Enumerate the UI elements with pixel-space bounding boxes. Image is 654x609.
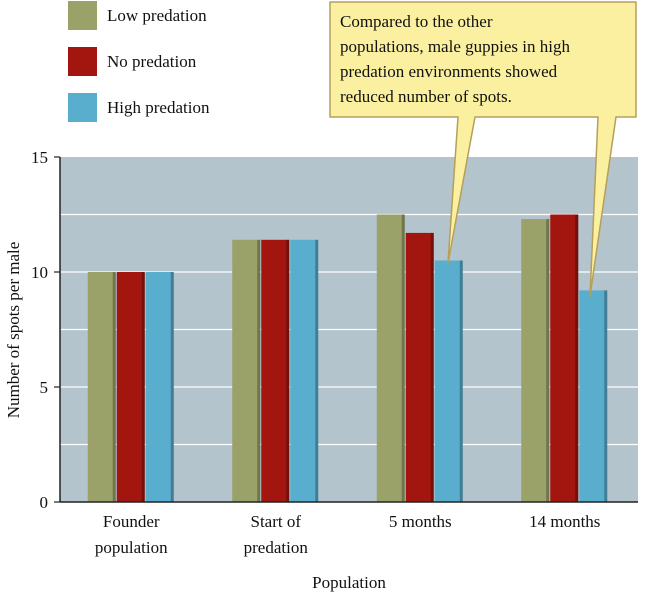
- bar: [232, 239, 261, 503]
- x-tick-label: Founder population: [95, 512, 168, 557]
- bar: [521, 219, 550, 502]
- callout-box: [329, 1, 637, 297]
- y-tick-label: 10: [31, 263, 48, 282]
- bar: [376, 214, 405, 502]
- bar: [405, 232, 434, 502]
- bar: [434, 260, 463, 502]
- legend-label: High predation: [107, 98, 210, 117]
- bar: [550, 214, 579, 502]
- legend: Low predation No predation High predation: [68, 1, 210, 122]
- callout-line: predation environments showed: [340, 62, 558, 81]
- bar: [261, 239, 290, 503]
- callout-text: Compared to the other populations, male g…: [340, 12, 570, 106]
- y-tick-label: 5: [40, 378, 49, 397]
- bar-shade: [141, 272, 145, 502]
- x-tick-labels: Founder population Start of predation 5 mont…: [95, 512, 601, 557]
- x-axis-label: Population: [312, 573, 386, 592]
- bar-shade: [286, 239, 290, 503]
- legend-label: No predation: [107, 52, 197, 71]
- bars: [87, 214, 608, 503]
- x-tick-label: 5 months: [389, 512, 452, 531]
- bar-shade: [575, 214, 579, 502]
- bar-shade: [430, 232, 434, 502]
- bar-shade: [315, 239, 319, 503]
- legend-swatch: [68, 1, 97, 30]
- bar: [145, 272, 174, 502]
- bar-shade: [546, 219, 550, 502]
- callout-line: reduced number of spots.: [340, 87, 512, 106]
- y-tick-label: 0: [40, 493, 49, 512]
- bar-shade: [112, 272, 116, 502]
- bar: [87, 272, 116, 502]
- bar-shade: [401, 214, 405, 502]
- bar: [116, 272, 145, 502]
- bar: [290, 239, 319, 503]
- bar-shade: [257, 239, 261, 503]
- bar-shade: [604, 290, 608, 502]
- y-tick-label: 15: [31, 148, 48, 167]
- callout-line: Compared to the other: [340, 12, 493, 31]
- callout: Compared to the other populations, male g…: [329, 1, 637, 297]
- x-tick-label: Start of predation: [244, 512, 309, 557]
- callout-line: populations, male guppies in high: [340, 37, 570, 56]
- x-tick-label: 14 months: [529, 512, 600, 531]
- legend-label: Low predation: [107, 6, 207, 25]
- y-ticks: 0 5 10 15: [31, 148, 60, 512]
- y-axis-label: Number of spots per male: [4, 242, 23, 419]
- legend-swatch: [68, 93, 97, 122]
- legend-swatch: [68, 47, 97, 76]
- bar-shade: [170, 272, 174, 502]
- bar-shade: [459, 260, 463, 502]
- bar: [579, 290, 608, 502]
